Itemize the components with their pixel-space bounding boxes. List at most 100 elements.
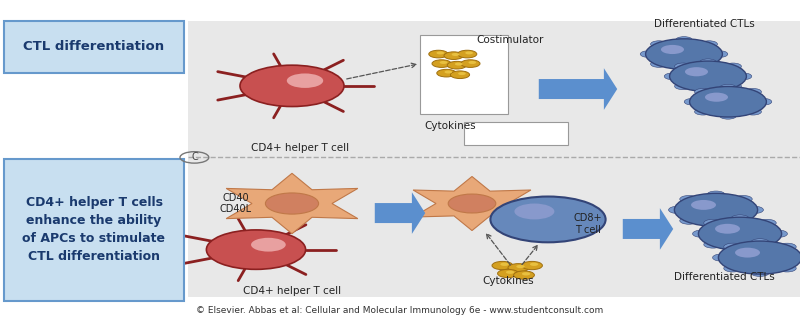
Circle shape [650,41,667,47]
FancyBboxPatch shape [464,122,568,145]
Text: CD40
CD40L: CD40 CD40L [220,193,252,214]
Circle shape [458,50,477,58]
Circle shape [508,264,529,272]
Polygon shape [226,173,358,234]
Circle shape [691,200,716,210]
Circle shape [718,241,800,274]
Circle shape [751,269,769,276]
Text: Cytokines: Cytokines [425,121,476,131]
Text: C: C [191,152,198,162]
Circle shape [704,241,722,248]
Circle shape [429,50,448,58]
Circle shape [674,193,758,226]
Circle shape [745,206,763,213]
Circle shape [755,98,772,105]
Circle shape [680,196,698,203]
Circle shape [514,204,554,219]
Circle shape [650,61,667,67]
Circle shape [432,60,451,67]
Circle shape [719,113,737,119]
Circle shape [669,206,687,213]
Circle shape [769,230,787,237]
Circle shape [514,271,534,279]
Text: CD8+
T cell: CD8+ T cell [574,213,602,235]
Circle shape [450,71,470,79]
Polygon shape [413,176,531,231]
Circle shape [240,65,344,107]
Circle shape [731,245,749,252]
Circle shape [458,72,466,75]
Circle shape [698,217,782,250]
Text: CD4+ helper T cells
enhance the ability
of APCs to stimulate
CTL differentiation: CD4+ helper T cells enhance the ability … [22,196,166,263]
FancyBboxPatch shape [4,21,184,73]
Circle shape [522,272,530,275]
Circle shape [699,87,717,94]
Circle shape [705,93,728,102]
Circle shape [522,261,542,270]
Circle shape [693,230,711,237]
Text: CD4+ helper T cell: CD4+ helper T cell [251,143,349,153]
Circle shape [448,194,496,213]
Circle shape [461,60,480,67]
Text: CD4+ helper T cell: CD4+ helper T cell [243,286,341,296]
Circle shape [704,219,722,227]
Circle shape [745,108,762,115]
Text: Differentiated CTLs: Differentiated CTLs [654,19,754,29]
FancyBboxPatch shape [4,159,184,301]
Circle shape [690,86,766,117]
Circle shape [789,254,800,261]
Circle shape [452,53,459,56]
Circle shape [725,63,742,70]
Circle shape [694,108,711,115]
Text: Differentiated CTLs: Differentiated CTLs [674,272,774,282]
Circle shape [492,261,513,270]
Circle shape [674,83,691,90]
Circle shape [731,215,749,222]
Circle shape [735,248,760,258]
Circle shape [670,61,746,92]
FancyBboxPatch shape [188,21,800,297]
Circle shape [674,63,691,70]
Circle shape [758,219,776,227]
Circle shape [287,73,323,88]
Circle shape [440,61,447,64]
Circle shape [498,269,518,278]
Circle shape [694,88,711,95]
Circle shape [516,265,525,268]
Circle shape [707,221,725,229]
Circle shape [447,61,466,69]
Circle shape [734,217,752,224]
Circle shape [661,45,684,54]
Circle shape [469,61,476,64]
Circle shape [640,51,657,58]
Circle shape [751,239,769,246]
Circle shape [500,263,509,266]
Circle shape [466,52,473,54]
Text: Cytokines: Cytokines [482,276,534,287]
Circle shape [685,67,708,76]
Circle shape [724,265,742,272]
Circle shape [699,59,717,66]
Circle shape [701,61,718,67]
Circle shape [490,197,606,242]
Circle shape [675,37,693,43]
Circle shape [680,217,698,224]
Circle shape [445,71,452,73]
Circle shape [778,265,796,272]
Circle shape [758,241,776,248]
Circle shape [778,243,796,251]
Circle shape [724,243,742,251]
Text: © Elsevier. Abbas et al: Cellular and Molecular Immunology 6e - www.studentconsu: © Elsevier. Abbas et al: Cellular and Mo… [196,306,604,315]
Circle shape [715,224,740,234]
FancyBboxPatch shape [420,35,508,114]
Circle shape [455,63,462,66]
Circle shape [711,51,728,58]
Circle shape [530,263,538,266]
Circle shape [675,65,693,72]
Circle shape [734,196,752,203]
Circle shape [701,41,718,47]
FancyBboxPatch shape [0,297,800,318]
Circle shape [664,73,681,80]
Circle shape [437,69,456,77]
Circle shape [444,52,463,59]
